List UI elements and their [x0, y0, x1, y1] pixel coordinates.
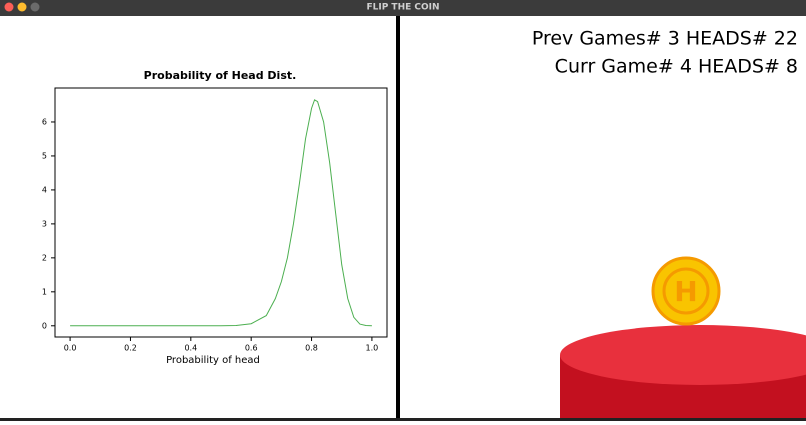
x-tick-label: 0.2 — [124, 344, 137, 353]
coin-ring — [662, 267, 710, 315]
close-button[interactable] — [4, 2, 14, 12]
y-tick-label: 2 — [42, 253, 47, 262]
x-tick-label: 0.8 — [305, 344, 318, 353]
y-tick-label: 5 — [42, 151, 47, 160]
x-tick-label: 0.4 — [184, 344, 197, 353]
current-score: Curr Game# 4 HEADS# 8 — [555, 56, 798, 78]
minimize-button[interactable] — [17, 2, 27, 12]
line — [70, 99, 372, 327]
x-axis-label: Probability of head — [166, 355, 260, 366]
title-bar — [0, 0, 806, 16]
x-tick-label: 1.0 — [366, 344, 379, 353]
y-tick-label: 3 — [42, 219, 47, 228]
x-tick-label: 0.6 — [245, 344, 258, 353]
bottom-border — [0, 418, 806, 421]
plot-frame — [54, 87, 388, 338]
x-tick-label: 0.0 — [64, 344, 77, 353]
zoom-button[interactable] — [30, 2, 40, 12]
y-tick-label: 6 — [42, 117, 47, 126]
previous-score: Prev Games# 3 HEADS# 22 — [532, 28, 798, 50]
chart-title: Probability of Head Dist. — [144, 69, 297, 82]
y-tick-label: 0 — [42, 321, 47, 330]
y-tick-label: 4 — [42, 185, 47, 194]
table-top — [560, 325, 806, 385]
coin-label: H — [674, 275, 697, 308]
divider — [396, 16, 400, 421]
y-tick-label: 1 — [42, 287, 47, 296]
window-title: FLIP THE COIN — [366, 3, 439, 13]
